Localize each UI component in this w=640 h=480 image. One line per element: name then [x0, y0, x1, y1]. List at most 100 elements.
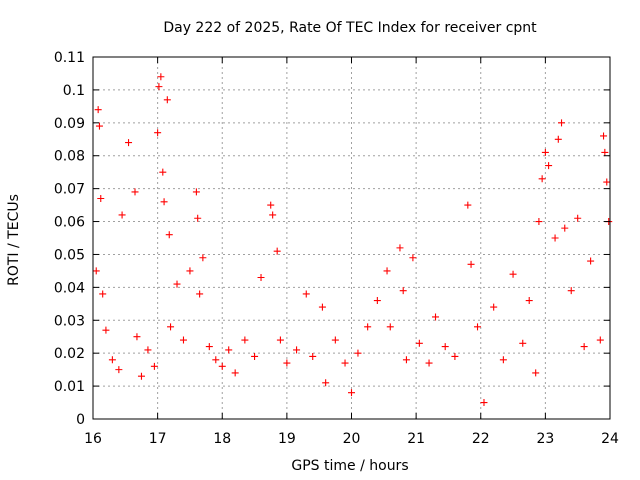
x-tick-label: 24	[601, 431, 619, 447]
data-point	[348, 389, 355, 397]
data-point	[425, 359, 433, 367]
data-point	[490, 303, 498, 311]
y-tick-label: 0.1	[63, 83, 85, 99]
data-point	[257, 273, 265, 281]
data-point	[402, 356, 410, 364]
data-point	[519, 339, 527, 347]
data-point	[92, 267, 100, 275]
x-tick-label: 17	[149, 431, 167, 447]
data-point	[267, 201, 275, 209]
data-point	[322, 379, 330, 387]
y-tick-label: 0.06	[54, 215, 85, 231]
y-tick-label: 0.08	[54, 149, 85, 165]
data-point	[587, 257, 595, 265]
data-point	[251, 352, 259, 360]
data-point	[415, 339, 423, 347]
x-tick-label: 19	[278, 431, 296, 447]
data-point	[157, 73, 165, 81]
data-point	[118, 211, 126, 219]
x-tick-label: 18	[213, 431, 231, 447]
y-tick-label: 0.03	[54, 313, 85, 329]
data-point	[302, 290, 310, 298]
data-point	[99, 290, 107, 298]
y-tick-label: 0.09	[54, 116, 85, 132]
data-point	[464, 201, 472, 209]
data-point	[580, 343, 588, 351]
data-point	[205, 343, 213, 351]
y-tick-label: 0.11	[54, 50, 85, 66]
data-point	[150, 362, 158, 370]
data-point	[535, 218, 543, 226]
data-point	[601, 148, 609, 156]
data-point	[432, 313, 440, 321]
data-point	[354, 349, 362, 357]
grid-lines	[93, 57, 610, 419]
data-point	[95, 122, 103, 130]
data-point	[541, 148, 549, 156]
y-tick-label: 0.05	[54, 247, 85, 263]
data-point	[108, 356, 116, 364]
data-point	[603, 178, 611, 186]
data-point	[283, 359, 291, 367]
data-point	[525, 297, 533, 305]
data-points	[92, 73, 613, 407]
data-point	[102, 326, 110, 334]
data-point	[567, 287, 575, 295]
y-tick-label: 0.02	[54, 346, 85, 362]
data-point	[194, 214, 202, 222]
data-point	[94, 106, 102, 114]
data-point	[160, 198, 168, 206]
data-point	[341, 359, 349, 367]
data-point	[173, 280, 181, 288]
data-point	[97, 195, 105, 203]
y-tick-label: 0.07	[54, 182, 85, 198]
y-tick-label: 0	[76, 412, 85, 428]
data-point	[554, 135, 562, 143]
data-point	[467, 260, 475, 268]
data-point	[551, 234, 559, 242]
y-axis-label: ROTI / TECUs	[6, 194, 22, 286]
data-point	[131, 188, 139, 196]
data-point	[386, 323, 394, 331]
data-point	[231, 369, 239, 377]
data-point	[159, 168, 167, 176]
data-point	[558, 119, 566, 127]
x-tick-label: 20	[343, 431, 361, 447]
data-point	[293, 346, 301, 354]
data-point	[545, 162, 553, 170]
data-point	[165, 231, 173, 239]
data-point	[409, 254, 417, 262]
data-point	[179, 336, 187, 344]
x-tick-label: 22	[472, 431, 490, 447]
data-point	[309, 352, 317, 360]
data-point	[399, 287, 407, 295]
data-point	[474, 323, 482, 331]
y-tick-labels: 0 0.01 0.02 0.03 0.04 0.05 0.06 0.07 0.08 0.09 0.1…	[54, 50, 85, 428]
data-point	[574, 214, 582, 222]
y-tick-label: 0.04	[54, 280, 85, 296]
data-point	[383, 267, 391, 275]
chart-title: Day 222 of 2025, Rate Of TEC Index for r…	[163, 20, 537, 36]
data-point	[509, 270, 517, 278]
data-point	[241, 336, 249, 344]
data-point	[115, 366, 123, 374]
data-point	[133, 333, 141, 341]
x-axis-label: GPS time / hours	[291, 458, 408, 474]
x-tick-label: 23	[536, 431, 554, 447]
data-point	[125, 139, 133, 147]
data-point	[186, 267, 194, 275]
data-point	[163, 96, 171, 104]
data-point	[269, 211, 277, 219]
data-point	[154, 129, 162, 137]
data-point	[480, 399, 488, 407]
data-point	[273, 247, 281, 255]
data-point	[137, 372, 145, 380]
data-point	[225, 346, 233, 354]
data-point	[538, 175, 546, 183]
data-point	[532, 369, 540, 377]
data-point	[373, 297, 381, 305]
x-tick-labels: 16 17 18 19 20 21 22 23 24	[84, 431, 619, 447]
data-point	[212, 356, 220, 364]
data-point	[199, 254, 207, 262]
tick-marks	[92, 56, 611, 420]
